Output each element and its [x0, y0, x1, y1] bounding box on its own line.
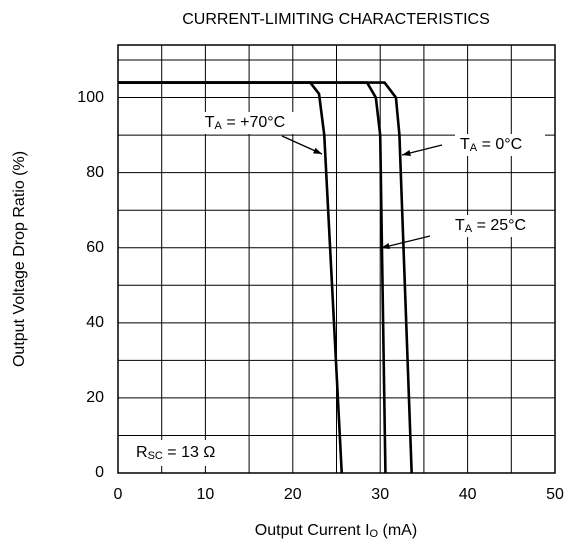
annotation-main: T: [460, 136, 470, 153]
y-axis-label: Output Voltage Drop Ratio (%): [11, 151, 28, 367]
annotation-tail: = 13 Ω: [163, 444, 215, 461]
y-tick-label: 100: [77, 89, 104, 106]
x-tick-label: 30: [371, 486, 389, 503]
annotation-bg: [450, 215, 550, 237]
y-tick-label: 20: [86, 389, 104, 406]
annotation-main: R: [136, 444, 148, 461]
plot-frame: [117, 44, 556, 474]
arrow-head: [313, 147, 322, 154]
x-label-main: Output Current I: [255, 522, 370, 539]
y-tick-label: 0: [95, 464, 104, 481]
annotation-sub: SC: [148, 450, 163, 462]
x-label-tail: (mA): [378, 522, 417, 539]
annotation-sub: A: [465, 223, 473, 235]
x-tick-label: 50: [546, 486, 564, 503]
chart-title: CURRENT-LIMITING CHARACTERISTICS: [182, 11, 490, 28]
annotation: TA = +70°C: [205, 114, 285, 132]
y-tick-label: 40: [86, 314, 104, 331]
annotation: TA = 0°C: [460, 136, 522, 154]
annotation-main: T: [205, 114, 215, 131]
annotation-main: T: [455, 217, 465, 234]
arrow-head: [381, 242, 390, 249]
annotation-sub: A: [470, 142, 478, 154]
x-tick-label: 10: [197, 486, 215, 503]
annotation-sub: A: [215, 120, 223, 132]
annotation-tail: = 0°C: [477, 136, 522, 153]
x-tick-label: 0: [114, 486, 123, 503]
x-axis-label: Output Current IO (mA): [255, 522, 417, 540]
annotation-tail: = +70°C: [222, 114, 285, 131]
x-tick-label: 40: [459, 486, 477, 503]
annotation: RSC = 13 Ω: [136, 444, 215, 462]
y-tick-label: 60: [86, 239, 104, 256]
x-label-sub: O: [370, 528, 379, 540]
note-bg: [130, 440, 245, 466]
annotation-bg: [455, 134, 545, 156]
annotation-tail: = 25°C: [472, 217, 526, 234]
y-tick-label: 80: [86, 164, 104, 181]
x-tick-label: 20: [284, 486, 302, 503]
arrow-head: [402, 149, 411, 156]
curve: [118, 81, 413, 474]
annotation: TA = 25°C: [455, 217, 526, 235]
annotation-bg: [184, 112, 302, 134]
